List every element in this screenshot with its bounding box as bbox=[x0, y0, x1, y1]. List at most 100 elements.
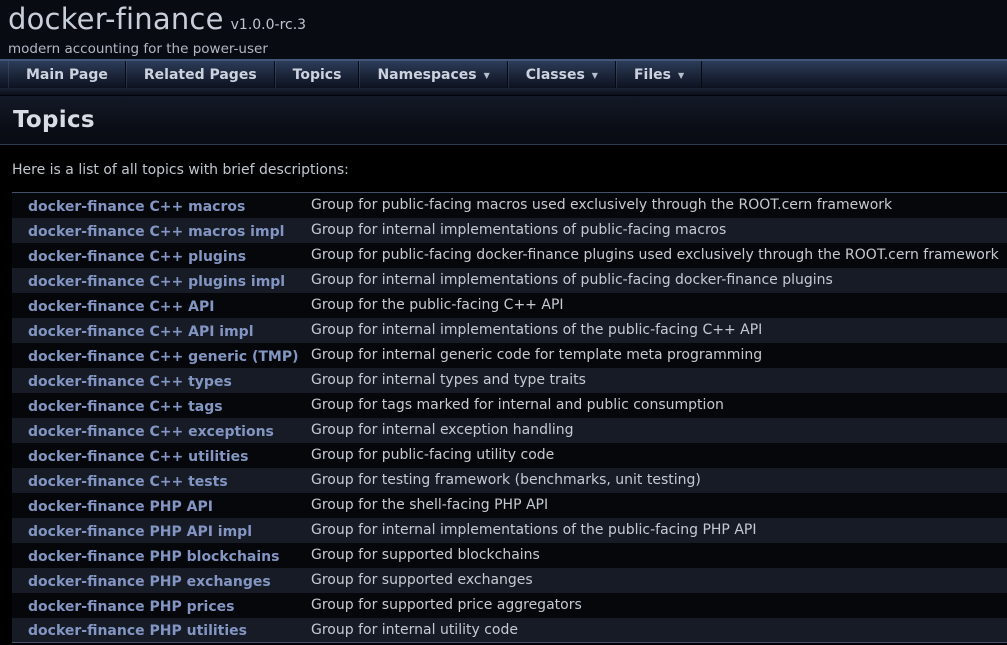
topic-description: Group for the shell-facing PHP API bbox=[311, 497, 549, 513]
topic-cell: docker-finance C++ tests bbox=[12, 468, 310, 493]
topic-cell: docker-finance C++ plugins bbox=[12, 243, 310, 268]
nav-tab-list: Main Page Related Pages Topics Namespaces ▼ C… bbox=[8, 61, 1007, 88]
topic-description: Group for internal implementations of th… bbox=[311, 522, 757, 538]
topic-cell: docker-finance C++ API impl bbox=[12, 318, 310, 343]
topic-link[interactable]: docker-finance C++ generic (TMP) bbox=[28, 348, 299, 365]
main-nav-bar: Main Page Related Pages Topics Namespaces ▼ C… bbox=[0, 59, 1007, 88]
contents: Here is a list of all topics with brief … bbox=[0, 145, 1007, 643]
topic-description: Group for internal utility code bbox=[311, 621, 518, 638]
topic-description: Group for the public-facing C++ API bbox=[311, 297, 564, 313]
topic-cell: docker-finance C++ generic (TMP) bbox=[12, 343, 310, 368]
topic-description: Group for tags marked for internal and p… bbox=[311, 397, 724, 413]
nav-tab-main-page[interactable]: Main Page bbox=[8, 61, 126, 88]
table-row: docker-finance C++ plugins impl Group for… bbox=[12, 267, 1007, 293]
topic-cell: docker-finance C++ macros bbox=[12, 193, 310, 218]
topic-link[interactable]: docker-finance C++ utilities bbox=[28, 448, 249, 465]
table-row: docker-finance C++ macros impl Group for … bbox=[12, 217, 1007, 243]
topic-description: Group for supported blockchains bbox=[311, 547, 540, 563]
chevron-down-icon: ▼ bbox=[591, 71, 598, 80]
nav-tab-files[interactable]: Files ▼ bbox=[615, 61, 703, 88]
topic-link[interactable]: docker-finance C++ macros impl bbox=[28, 223, 285, 240]
topic-link[interactable]: docker-finance C++ tests bbox=[28, 473, 228, 490]
topic-link[interactable]: docker-finance PHP blockchains bbox=[28, 548, 280, 565]
topic-link[interactable]: docker-finance C++ plugins bbox=[28, 248, 247, 265]
table-row: docker-finance PHP API Group for the shel… bbox=[12, 492, 1007, 518]
page-header-band: Topics bbox=[0, 96, 1007, 145]
topic-link[interactable]: docker-finance C++ API impl bbox=[28, 323, 254, 340]
table-row: docker-finance C++ generic (TMP) Group fo… bbox=[12, 342, 1007, 368]
topic-cell: docker-finance PHP utilities bbox=[12, 618, 310, 643]
topic-link[interactable]: docker-finance PHP API impl bbox=[28, 523, 253, 540]
topic-cell: docker-finance C++ types bbox=[12, 368, 310, 393]
topic-cell: docker-finance C++ API bbox=[12, 293, 310, 318]
topic-cell: docker-finance PHP API bbox=[12, 493, 310, 518]
topic-description: Group for testing framework (benchmarks,… bbox=[311, 472, 701, 488]
table-row: docker-finance C++ utilities Group for pu… bbox=[12, 442, 1007, 468]
project-version: v1.0.0-rc.3 bbox=[230, 17, 307, 33]
topic-description: Group for internal exception handling bbox=[311, 422, 574, 438]
table-row: docker-finance C++ API Group for the publ… bbox=[12, 292, 1007, 318]
table-row: docker-finance PHP prices Group for suppo… bbox=[12, 592, 1007, 618]
table-row: docker-finance PHP utilities Group for in… bbox=[12, 617, 1007, 643]
table-row: docker-finance PHP API impl Group for int… bbox=[12, 517, 1007, 543]
table-row: docker-finance C++ exceptions Group for i… bbox=[12, 417, 1007, 443]
table-row: docker-finance C++ macros Group for publi… bbox=[12, 192, 1007, 218]
topic-description: Group for public-facing utility code bbox=[311, 447, 555, 463]
project-title-line: docker-finance v1.0.0-rc.3 bbox=[8, 2, 1007, 36]
topic-link[interactable]: docker-finance C++ macros bbox=[28, 198, 246, 215]
topic-cell: docker-finance PHP API impl bbox=[12, 518, 310, 543]
topic-link[interactable]: docker-finance C++ exceptions bbox=[28, 423, 274, 440]
topic-description: Group for public-facing docker-finance p… bbox=[311, 247, 999, 263]
nav-tab-label: Main Page bbox=[26, 66, 108, 83]
topic-link[interactable]: docker-finance C++ types bbox=[28, 373, 232, 390]
project-brief: modern accounting for the power-user bbox=[8, 41, 268, 57]
nav-tab-classes[interactable]: Classes ▼ bbox=[507, 61, 616, 88]
topic-cell: docker-finance C++ exceptions bbox=[12, 418, 310, 443]
table-row: docker-finance PHP exchanges Group for su… bbox=[12, 567, 1007, 593]
topic-cell: docker-finance PHP blockchains bbox=[12, 543, 310, 568]
table-row: docker-finance C++ types Group for intern… bbox=[12, 367, 1007, 393]
nav-tab-label: Topics bbox=[292, 66, 342, 83]
nav-tab-namespaces[interactable]: Namespaces ▼ bbox=[359, 61, 508, 88]
nav-tab-related-pages[interactable]: Related Pages bbox=[125, 61, 275, 88]
topic-description: Group for supported exchanges bbox=[311, 572, 533, 588]
topic-link[interactable]: docker-finance C++ plugins impl bbox=[28, 273, 286, 290]
topic-description: Group for internal implementations of th… bbox=[311, 322, 763, 338]
table-row: docker-finance C++ plugins Group for publ… bbox=[12, 242, 1007, 268]
nav-tab-label: Namespaces bbox=[377, 66, 477, 83]
topic-cell: docker-finance PHP prices bbox=[12, 593, 310, 618]
topic-link[interactable]: docker-finance C++ API bbox=[28, 298, 215, 315]
nav-tab-label: Files bbox=[633, 66, 671, 83]
topic-cell: docker-finance C++ utilities bbox=[12, 443, 310, 468]
topic-cell: docker-finance C++ tags bbox=[12, 393, 310, 418]
topic-link[interactable]: docker-finance PHP exchanges bbox=[28, 573, 271, 590]
topic-cell: docker-finance C++ plugins impl bbox=[12, 268, 310, 293]
page-title: Topics bbox=[13, 107, 95, 133]
table-row: docker-finance C++ tags Group for tags ma… bbox=[12, 392, 1007, 418]
intro-text: Here is a list of all topics with brief … bbox=[12, 162, 349, 178]
topic-description: Group for public-facing macros used excl… bbox=[311, 197, 893, 214]
chevron-down-icon: ▼ bbox=[677, 71, 685, 80]
topic-link[interactable]: docker-finance PHP utilities bbox=[28, 623, 247, 640]
nav-tab-topics[interactable]: Topics bbox=[274, 61, 360, 88]
topic-link[interactable]: docker-finance C++ tags bbox=[28, 398, 223, 415]
topic-description: Group for internal implementations of pu… bbox=[311, 222, 727, 238]
topic-link[interactable]: docker-finance PHP API bbox=[28, 498, 213, 515]
topic-link[interactable]: docker-finance PHP prices bbox=[28, 598, 235, 615]
topics-table-body: docker-finance C++ macros Group for publi… bbox=[12, 192, 1007, 643]
project-name: docker-finance bbox=[8, 2, 224, 36]
nav-tab-label: Related Pages bbox=[143, 66, 257, 83]
nav-tab-label: Classes bbox=[525, 66, 585, 83]
secondary-nav-bar bbox=[0, 88, 1007, 96]
chevron-down-icon: ▼ bbox=[483, 71, 490, 80]
topic-description: Group for internal generic code for temp… bbox=[311, 347, 763, 363]
topic-cell: docker-finance PHP exchanges bbox=[12, 568, 310, 593]
topic-description: Group for internal types and type traits bbox=[311, 372, 586, 388]
topic-description: Group for supported price aggregators bbox=[311, 597, 582, 613]
table-row: docker-finance C++ API impl Group for int… bbox=[12, 317, 1007, 343]
table-row: docker-finance PHP blockchains Group for … bbox=[12, 542, 1007, 568]
title-area: docker-finance v1.0.0-rc.3 modern account… bbox=[0, 0, 1007, 59]
topic-cell: docker-finance C++ macros impl bbox=[12, 218, 310, 243]
table-row: docker-finance C++ tests Group for testin… bbox=[12, 467, 1007, 493]
